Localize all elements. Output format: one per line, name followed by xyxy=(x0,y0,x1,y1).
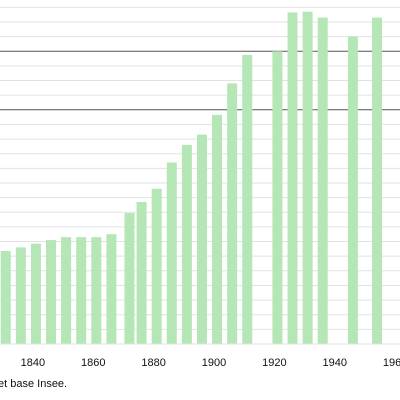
x-tick-label-1900: 1900 xyxy=(202,357,226,369)
bar-1926 xyxy=(287,12,298,344)
bar-1886 xyxy=(166,162,177,344)
bar-1872 xyxy=(124,212,135,344)
bar-1861 xyxy=(91,237,102,344)
bar-1866 xyxy=(106,234,117,344)
x-tick-label-1920: 1920 xyxy=(262,357,286,369)
bar-1836 xyxy=(15,247,26,344)
bar-1891 xyxy=(181,144,192,344)
bar-1954 xyxy=(372,17,383,345)
bar-1881 xyxy=(151,188,162,344)
bar-1846 xyxy=(46,240,57,344)
x-tick-label-1960: 1960 xyxy=(383,357,400,369)
bar-1856 xyxy=(76,237,87,344)
bar-1936 xyxy=(317,17,328,345)
x-tick-label-1880: 1880 xyxy=(141,357,165,369)
bar-1831 xyxy=(0,251,11,344)
x-tick-label-1940: 1940 xyxy=(323,357,347,369)
bar-1841 xyxy=(30,243,41,344)
x-tick-label-1840: 1840 xyxy=(21,357,45,369)
bar-1876 xyxy=(136,202,147,344)
x-axis-ticks: 1840 1860 1880 1900 1920 1940 1960 xyxy=(21,357,400,369)
bar-1921 xyxy=(272,51,283,345)
bar-1931 xyxy=(302,11,313,345)
bar-1946 xyxy=(347,36,358,345)
bar-1906 xyxy=(227,83,238,345)
bar-1851 xyxy=(61,237,72,344)
source-note: et base Insee. xyxy=(0,378,67,390)
bar-1896 xyxy=(196,134,207,344)
x-tick-label-1860: 1860 xyxy=(81,357,105,369)
bar-1911 xyxy=(242,54,253,344)
bars-layer xyxy=(0,11,383,345)
bar-1901 xyxy=(212,114,223,344)
